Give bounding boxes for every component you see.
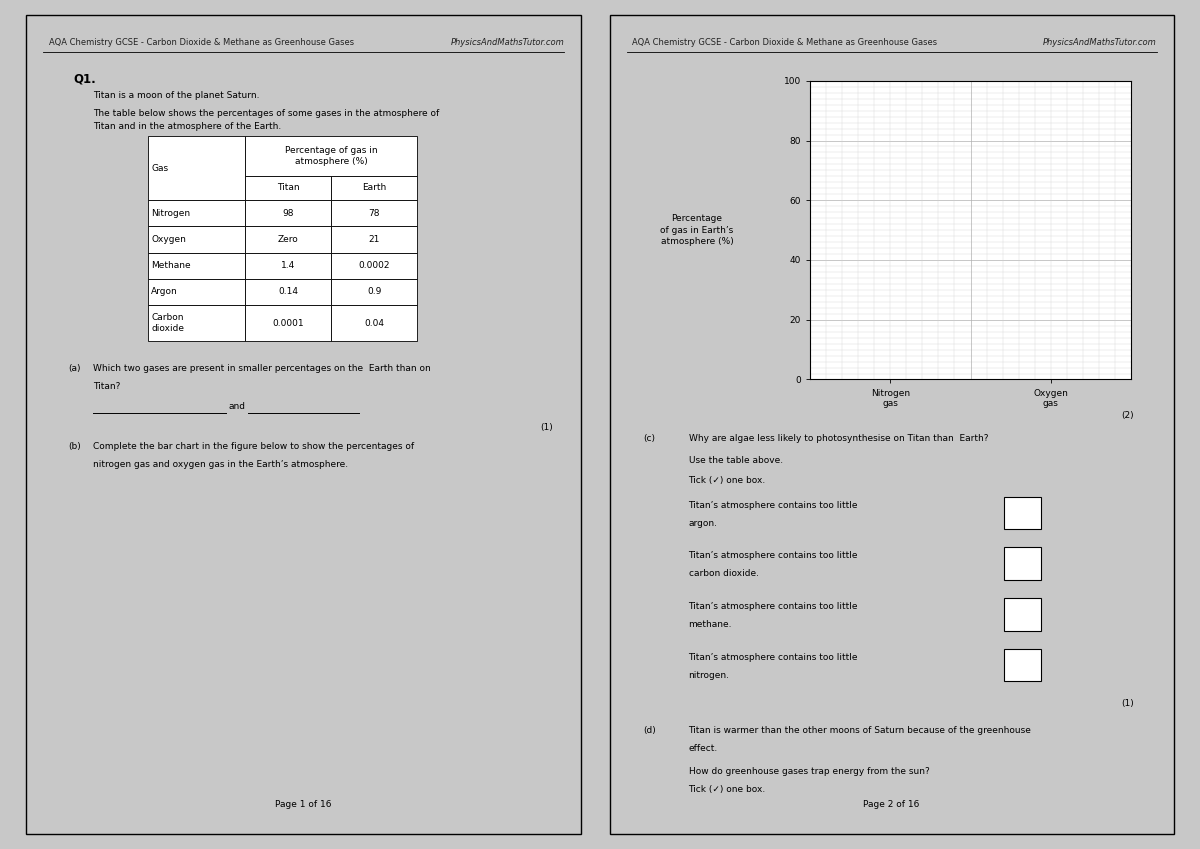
Text: Zero: Zero	[278, 235, 299, 244]
Bar	[149, 305, 245, 341]
Text: 78: 78	[368, 209, 380, 218]
Bar	[1004, 548, 1042, 580]
Text: Earth: Earth	[362, 183, 386, 193]
Bar	[331, 227, 418, 253]
Text: effect.: effect.	[689, 744, 718, 753]
Text: (2): (2)	[1122, 411, 1134, 419]
Bar	[149, 278, 245, 305]
Text: PhysicsAndMathsTutor.com: PhysicsAndMathsTutor.com	[1043, 38, 1157, 48]
Text: Page 1 of 16: Page 1 of 16	[275, 800, 332, 809]
Text: Complete the bar chart in the figure below to show the percentages of: Complete the bar chart in the figure bel…	[92, 441, 414, 451]
Text: (b): (b)	[68, 441, 80, 451]
Text: Argon: Argon	[151, 288, 178, 296]
Text: Use the table above.: Use the table above.	[689, 457, 782, 465]
Text: and: and	[228, 402, 246, 411]
Bar	[245, 253, 331, 278]
Bar	[245, 227, 331, 253]
Bar	[245, 278, 331, 305]
Text: nitrogen gas and oxygen gas in the Earth’s atmosphere.: nitrogen gas and oxygen gas in the Earth…	[92, 459, 348, 469]
Text: Titan’s atmosphere contains too little: Titan’s atmosphere contains too little	[689, 501, 858, 509]
Text: Percentage
of gas in Earth’s
atmosphere (%): Percentage of gas in Earth’s atmosphere …	[660, 214, 733, 246]
Text: Titan’s atmosphere contains too little: Titan’s atmosphere contains too little	[689, 602, 858, 611]
Text: Methane: Methane	[151, 261, 191, 270]
Text: nitrogen.: nitrogen.	[689, 671, 730, 680]
Text: Tick (✓) one box.: Tick (✓) one box.	[689, 476, 766, 485]
Bar	[149, 253, 245, 278]
Text: AQA Chemistry GCSE - Carbon Dioxide & Methane as Greenhouse Gases: AQA Chemistry GCSE - Carbon Dioxide & Me…	[48, 38, 354, 48]
Bar	[331, 253, 418, 278]
Text: 98: 98	[283, 209, 294, 218]
Text: Titan?: Titan?	[92, 382, 120, 391]
Bar	[331, 176, 418, 200]
Text: Tick (✓) one box.: Tick (✓) one box.	[689, 785, 766, 795]
Text: 21: 21	[368, 235, 380, 244]
Text: 0.0002: 0.0002	[359, 261, 390, 270]
Bar	[331, 305, 418, 341]
Text: (a): (a)	[68, 364, 80, 373]
Text: Gas: Gas	[151, 164, 168, 173]
Text: Titan is a moon of the planet Saturn.: Titan is a moon of the planet Saturn.	[92, 91, 259, 99]
Text: Titan: Titan	[277, 183, 300, 193]
Text: (d): (d)	[643, 726, 656, 734]
Bar	[245, 305, 331, 341]
Bar	[245, 137, 418, 176]
Text: argon.: argon.	[689, 519, 718, 527]
Text: Carbon
dioxide: Carbon dioxide	[151, 313, 184, 333]
Text: 1.4: 1.4	[281, 261, 295, 270]
Text: Which two gases are present in smaller percentages on the  Earth than on: Which two gases are present in smaller p…	[92, 364, 431, 373]
Text: Why are algae less likely to photosynthesise on Titan than  Earth?: Why are algae less likely to photosynthe…	[689, 434, 988, 442]
Text: Titan’s atmosphere contains too little: Titan’s atmosphere contains too little	[689, 551, 858, 560]
Bar	[331, 278, 418, 305]
Bar	[331, 200, 418, 227]
Text: carbon dioxide.: carbon dioxide.	[689, 570, 758, 578]
Bar	[245, 176, 331, 200]
Text: (c): (c)	[643, 434, 655, 442]
Text: methane.: methane.	[689, 620, 732, 629]
Text: Percentage of gas in
atmosphere (%): Percentage of gas in atmosphere (%)	[286, 146, 378, 166]
Text: 0.0001: 0.0001	[272, 318, 304, 328]
Text: (1): (1)	[540, 423, 553, 432]
Text: 0.04: 0.04	[365, 318, 384, 328]
Text: How do greenhouse gases trap energy from the sun?: How do greenhouse gases trap energy from…	[689, 767, 929, 776]
Text: PhysicsAndMathsTutor.com: PhysicsAndMathsTutor.com	[450, 38, 564, 48]
Text: Q1.: Q1.	[73, 72, 96, 86]
Text: Page 2 of 16: Page 2 of 16	[864, 800, 919, 809]
Text: Titan’s atmosphere contains too little: Titan’s atmosphere contains too little	[689, 653, 858, 662]
Bar	[1004, 598, 1042, 631]
Bar	[1004, 497, 1042, 529]
Bar	[149, 200, 245, 227]
Text: 0.14: 0.14	[278, 288, 299, 296]
Text: Nitrogen: Nitrogen	[151, 209, 191, 218]
Text: Titan and in the atmosphere of the Earth.: Titan and in the atmosphere of the Earth…	[92, 121, 281, 131]
Text: Oxygen: Oxygen	[151, 235, 186, 244]
Text: AQA Chemistry GCSE - Carbon Dioxide & Methane as Greenhouse Gases: AQA Chemistry GCSE - Carbon Dioxide & Me…	[632, 38, 937, 48]
Text: The table below shows the percentages of some gases in the atmosphere of: The table below shows the percentages of…	[92, 109, 439, 117]
Bar	[1004, 649, 1042, 682]
Bar	[245, 200, 331, 227]
Text: (1): (1)	[1121, 700, 1134, 709]
Bar	[149, 227, 245, 253]
Text: 0.9: 0.9	[367, 288, 382, 296]
Bar	[149, 137, 245, 200]
Text: Titan is warmer than the other moons of Saturn because of the greenhouse: Titan is warmer than the other moons of …	[689, 726, 1032, 734]
